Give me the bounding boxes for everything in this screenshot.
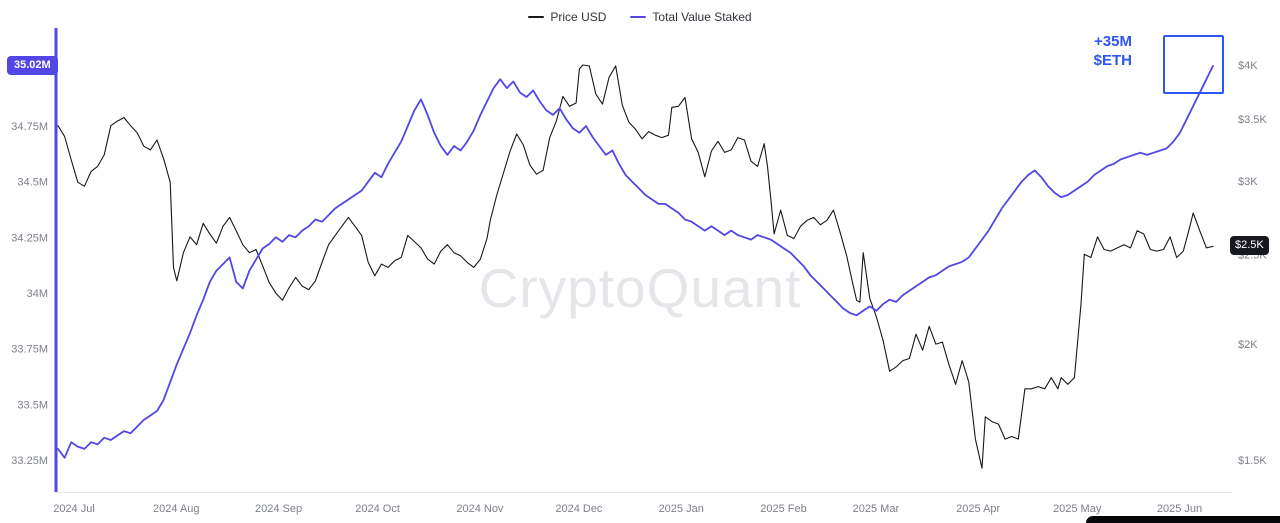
x-axis-tick: 2024 Nov (456, 503, 504, 515)
left-axis-tick: 34.75M (11, 121, 48, 133)
bottom-right-dark-strip (1086, 516, 1280, 523)
left-axis-current-value-badge: 35.02M (7, 55, 58, 75)
left-axis-tick: 33.5M (17, 399, 48, 411)
legend-swatch-staked (630, 16, 647, 18)
left-axis-tick: 34.25M (11, 232, 48, 244)
total-value-staked-line (57, 65, 1214, 459)
x-axis-tick: 2024 Oct (355, 503, 400, 515)
x-axis-tick: 2025 Apr (956, 503, 1000, 515)
legend-item-total-value-staked[interactable]: Total Value Staked (630, 10, 752, 24)
chart-legend: Price USD Total Value Staked (0, 10, 1280, 24)
right-axis-tick: $4K (1238, 60, 1258, 72)
annotation-line-2: $ETH (1093, 52, 1132, 69)
x-axis-tick: 2025 Mar (853, 503, 900, 515)
legend-label-price: Price USD (550, 10, 607, 24)
right-axis-tick: $3.5K (1238, 114, 1267, 126)
legend-label-staked: Total Value Staked (652, 10, 752, 24)
left-axis-tick: 33.75M (11, 344, 48, 356)
x-axis-tick: 2024 Aug (153, 503, 200, 515)
left-axis-tick: 34.5M (17, 177, 48, 189)
x-axis-tick: 2025 Jun (1157, 503, 1202, 515)
annotation-line-1: +35M (1094, 33, 1132, 50)
staked-gain-annotation: +35M $ETH (1094, 32, 1132, 70)
right-axis-tick: $2K (1238, 339, 1258, 351)
highlight-box (1163, 34, 1224, 94)
right-axis-current-value-badge: $2.5K (1230, 236, 1269, 256)
right-axis-tick: $1.5K (1238, 455, 1267, 467)
left-axis-tick: 33.25M (11, 455, 48, 467)
x-axis-tick: 2025 May (1053, 503, 1102, 515)
right-axis-tick: $3K (1238, 176, 1258, 188)
x-axis-tick: 2025 Jan (659, 503, 704, 515)
x-axis-tick: 2024 Sep (255, 503, 302, 515)
x-axis-tick: 2024 Dec (555, 503, 603, 515)
legend-swatch-price (528, 16, 545, 18)
left-axis-tick: 34M (27, 288, 48, 300)
price-usd-line (57, 64, 1214, 469)
legend-item-price-usd[interactable]: Price USD (528, 10, 606, 24)
x-axis-tick: 2024 Jul (53, 503, 95, 515)
x-axis-tick: 2025 Feb (760, 503, 806, 515)
